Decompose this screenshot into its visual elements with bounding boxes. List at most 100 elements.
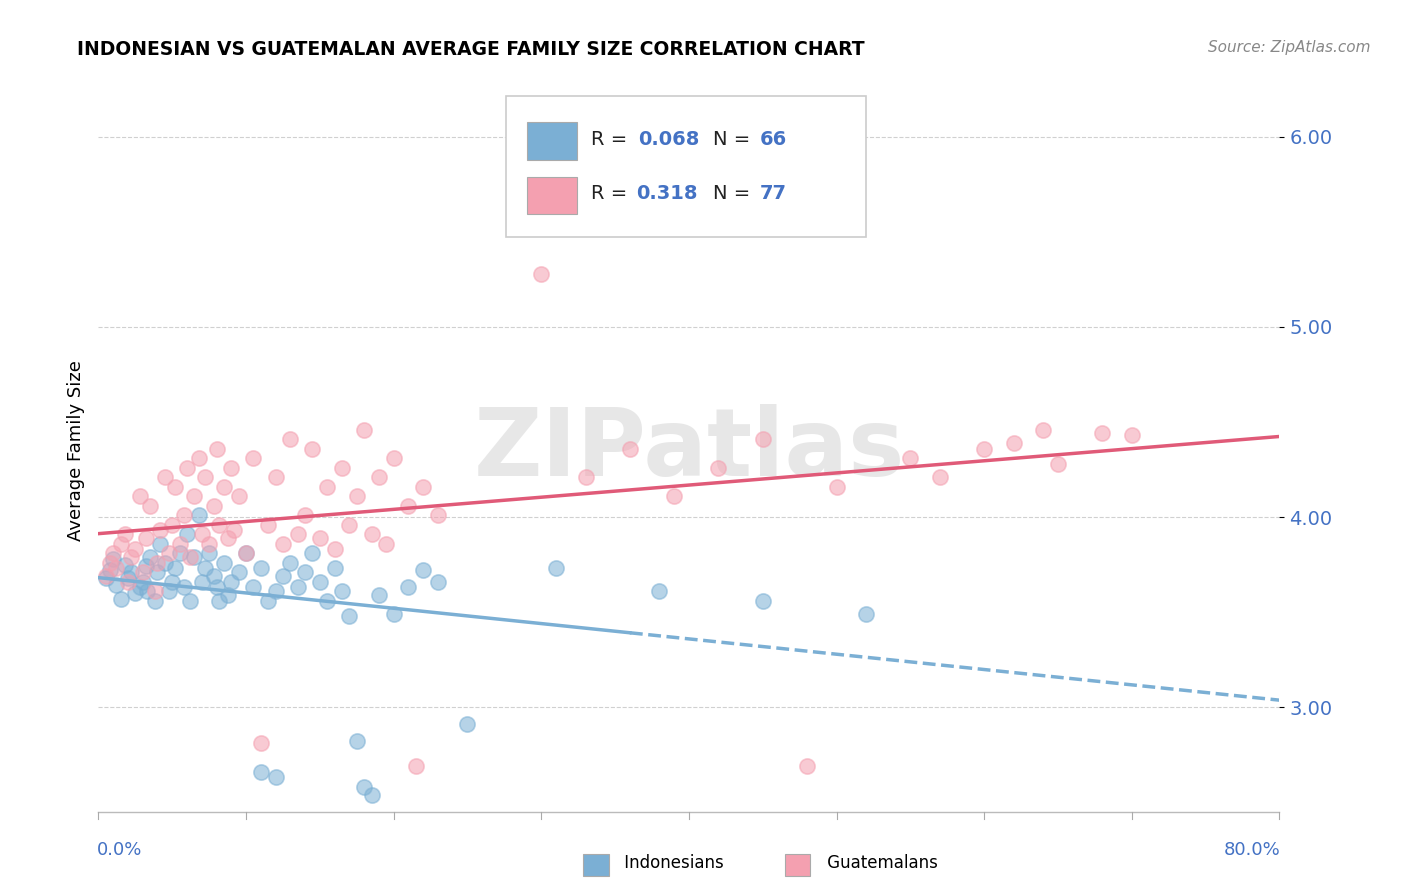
Point [103, 546, 125, 560]
Point [198, 546, 221, 560]
Point [124, 586, 146, 600]
Point [250, 561, 273, 575]
Point [973, 442, 995, 456]
Point [264, 470, 287, 484]
Point [169, 536, 191, 550]
Point [530, 267, 553, 281]
Point [139, 499, 162, 513]
Point [165, 561, 187, 575]
Point [198, 536, 221, 550]
Point [457, 717, 479, 731]
Point [146, 556, 169, 570]
Point [105, 561, 128, 575]
Point [205, 442, 228, 456]
Point [368, 470, 391, 484]
Point [153, 470, 176, 484]
Point [117, 571, 139, 585]
Point [105, 578, 128, 592]
Point [132, 565, 155, 579]
Point [382, 451, 405, 466]
FancyBboxPatch shape [527, 122, 576, 160]
Point [1121, 428, 1143, 442]
Text: ZIPatlas: ZIPatlas [474, 404, 904, 497]
Point [128, 489, 150, 503]
Point [187, 451, 209, 466]
Point [165, 480, 187, 494]
Text: INDONESIAN VS GUATEMALAN AVERAGE FAMILY SIZE CORRELATION CHART: INDONESIAN VS GUATEMALAN AVERAGE FAMILY … [77, 40, 865, 59]
Point [412, 563, 434, 577]
Point [98, 563, 121, 577]
Point [648, 584, 671, 599]
Point [575, 470, 598, 484]
Point [139, 549, 162, 564]
Point [179, 549, 201, 564]
Point [128, 580, 150, 594]
Point [257, 517, 280, 532]
Point [187, 508, 209, 522]
Point [124, 542, 146, 557]
Point [217, 531, 239, 545]
Point [264, 584, 287, 599]
Text: N =: N = [713, 130, 756, 149]
Point [323, 561, 346, 575]
Point [235, 546, 257, 560]
Point [264, 771, 287, 785]
Point [360, 788, 382, 802]
Point [339, 517, 361, 532]
Text: 0.0%: 0.0% [97, 840, 142, 859]
Point [120, 565, 142, 579]
Point [412, 480, 434, 494]
Point [221, 460, 243, 475]
Point [117, 574, 139, 589]
Point [208, 517, 231, 532]
Point [136, 584, 159, 599]
FancyBboxPatch shape [506, 96, 866, 237]
Point [176, 527, 198, 541]
Point [664, 489, 686, 503]
Point [183, 549, 205, 564]
Point [427, 508, 450, 522]
Text: 0.068: 0.068 [638, 130, 700, 149]
Point [103, 551, 125, 566]
Point [619, 442, 641, 456]
Point [228, 489, 250, 503]
Text: Indonesians: Indonesians [598, 855, 723, 872]
Point [405, 759, 427, 773]
Point [146, 565, 169, 579]
Y-axis label: Average Family Size: Average Family Size [66, 360, 84, 541]
Point [135, 531, 157, 545]
Point [120, 549, 142, 564]
Point [280, 432, 302, 446]
Point [1046, 457, 1070, 471]
Point [191, 574, 214, 589]
Point [176, 460, 198, 475]
Text: R =: R = [591, 130, 634, 149]
Point [353, 780, 375, 794]
Text: N =: N = [713, 185, 756, 203]
Point [173, 580, 195, 594]
Point [1091, 426, 1114, 441]
Point [287, 527, 309, 541]
Point [796, 759, 818, 773]
Point [271, 536, 294, 550]
Point [224, 524, 246, 538]
Point [98, 556, 121, 570]
Point [360, 527, 382, 541]
Point [398, 499, 420, 513]
Point [855, 607, 877, 621]
Point [929, 470, 952, 484]
Point [157, 546, 180, 560]
Point [228, 565, 250, 579]
Point [208, 593, 231, 607]
Point [162, 574, 183, 589]
Point [221, 574, 243, 589]
Point [346, 734, 368, 748]
Point [202, 569, 225, 583]
Point [194, 561, 217, 575]
Point [375, 536, 398, 550]
Point [162, 517, 183, 532]
Point [205, 580, 228, 594]
Point [309, 574, 332, 589]
Point [173, 508, 195, 522]
Point [149, 524, 172, 538]
